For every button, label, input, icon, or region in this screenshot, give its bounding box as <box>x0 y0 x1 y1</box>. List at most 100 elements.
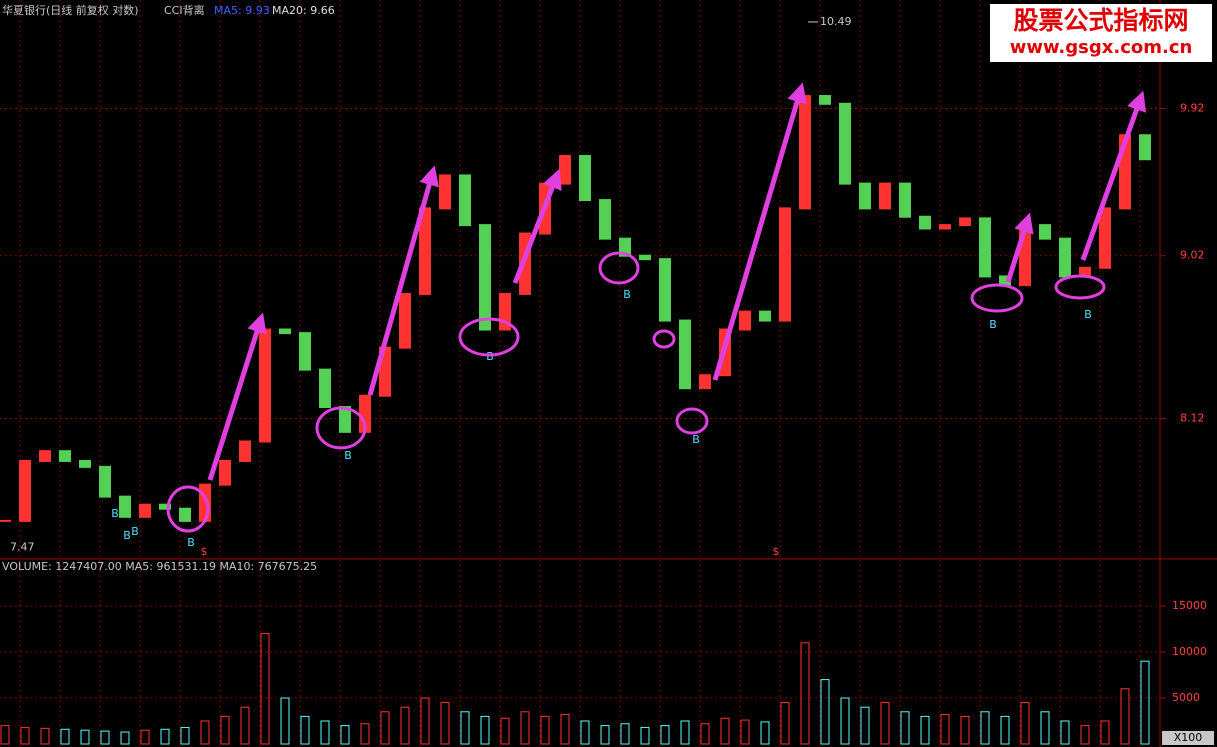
volume-bar <box>840 697 850 745</box>
volume-bar <box>740 719 750 745</box>
candle <box>439 174 451 210</box>
candle <box>119 495 131 518</box>
candle <box>639 254 651 261</box>
candle <box>1139 134 1151 161</box>
volume-bar <box>1100 720 1110 745</box>
volume-bar <box>960 715 970 745</box>
volume-bar <box>60 728 70 745</box>
unit-box <box>1162 731 1214 745</box>
signal-label: B <box>123 529 131 542</box>
vertical-grid <box>0 0 1160 747</box>
arrow <box>367 165 439 396</box>
circle <box>166 485 210 533</box>
candle <box>799 95 811 210</box>
candle <box>0 519 11 522</box>
candle <box>579 155 591 202</box>
candle <box>659 258 671 322</box>
volume-bar <box>820 679 830 745</box>
volume-bar <box>620 723 630 745</box>
volume-bar <box>380 711 390 745</box>
volume-bar <box>1120 688 1130 745</box>
candle <box>199 483 211 522</box>
volume-bar <box>180 726 190 745</box>
candle <box>39 450 51 462</box>
candle <box>99 465 111 498</box>
volume-bar <box>320 720 330 745</box>
volume-bar <box>600 725 610 745</box>
volume-bar <box>660 725 670 745</box>
volume-bar <box>680 720 690 745</box>
volume-bar <box>260 633 270 745</box>
y-tick-label: 15000 <box>1172 599 1207 612</box>
signal-label: B <box>1084 308 1092 321</box>
volume-bar <box>980 711 990 745</box>
volume-bar <box>200 720 210 745</box>
arrow <box>1080 90 1147 261</box>
candle <box>979 217 991 278</box>
candle <box>299 332 311 371</box>
candle <box>859 182 871 210</box>
y-tick-label: 9.02 <box>1180 249 1205 262</box>
candle <box>1039 224 1051 240</box>
volume-bar <box>720 717 730 745</box>
volume-bar <box>560 714 570 745</box>
volume-bar <box>800 642 810 745</box>
candle <box>559 155 571 185</box>
chart-title: 华夏银行(日线 前复权 对数) <box>2 3 139 17</box>
candle <box>839 102 851 185</box>
watermark-box <box>990 4 1212 62</box>
candle <box>919 215 931 230</box>
volume-bar <box>580 720 590 745</box>
candle <box>739 310 751 331</box>
indicator-name: CCI背离 <box>164 3 205 17</box>
volume-bar <box>640 726 650 745</box>
candle <box>79 459 91 468</box>
volume-panel: 5000 10000 15000 <box>0 599 1207 745</box>
y-tick-label: 10000 <box>1172 645 1207 658</box>
arrow <box>712 82 807 381</box>
candle <box>879 182 891 210</box>
watermark-title: 股票公式指标网 <box>1013 6 1188 35</box>
candle <box>939 224 951 230</box>
watermark-url: www.gsgx.com.cn <box>1010 37 1193 58</box>
y-tick-label: 9.92 <box>1180 101 1205 114</box>
volume-bar <box>500 717 510 745</box>
circle <box>458 317 520 357</box>
candle <box>139 503 151 518</box>
volume-bar <box>340 725 350 745</box>
signal-label: B <box>692 433 700 446</box>
volume-bar <box>480 715 490 745</box>
candle <box>759 310 771 322</box>
volume-bar <box>1020 702 1030 745</box>
candle <box>219 459 231 486</box>
circle <box>652 329 676 349</box>
candle <box>159 503 171 510</box>
candle <box>679 319 691 390</box>
candle <box>999 275 1011 287</box>
signal-label: B <box>187 536 195 549</box>
volume-bar <box>700 723 710 745</box>
circle <box>970 283 1024 313</box>
volume-title: VOLUME: 1247407.00 MA5: 961531.19 MA10: … <box>2 560 317 573</box>
signal-label: B <box>131 525 139 538</box>
candle <box>19 459 31 522</box>
volume-bar <box>0 725 10 745</box>
volume-bar <box>420 697 430 745</box>
signal-label: B <box>486 350 494 363</box>
marker-label: $ <box>201 545 208 558</box>
candle <box>419 207 431 295</box>
volume-bar <box>1140 660 1150 745</box>
arrow <box>1005 212 1034 283</box>
arrow <box>207 312 267 481</box>
circle <box>675 407 709 435</box>
volume-bar <box>300 715 310 745</box>
marker-label: $ <box>773 545 780 558</box>
volume-bar <box>540 715 550 745</box>
circle <box>1054 274 1106 300</box>
volume-bar <box>1060 720 1070 745</box>
signal-label: B <box>344 449 352 462</box>
signal-label: B <box>111 507 119 520</box>
candle <box>279 328 291 335</box>
volume-bar <box>760 721 770 745</box>
